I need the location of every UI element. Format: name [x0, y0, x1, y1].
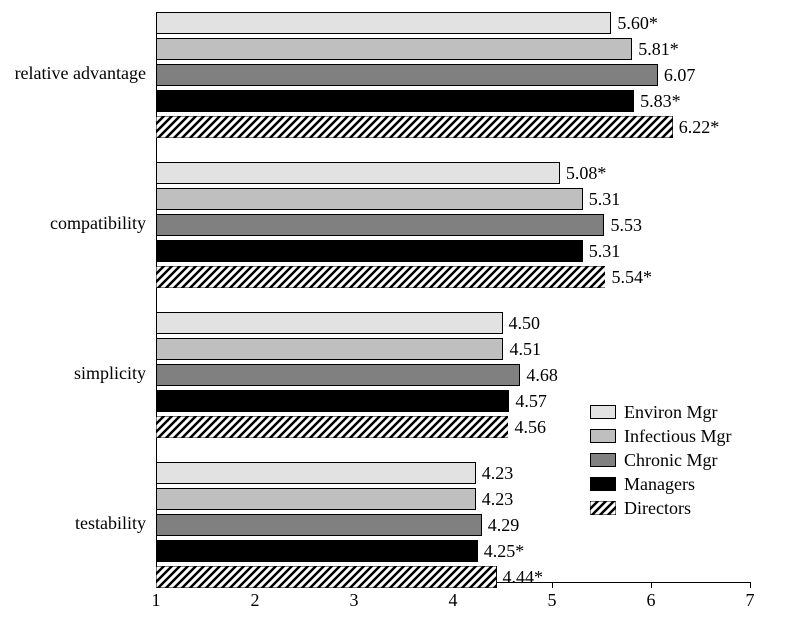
- bar-simplicity-chronic_mgr: [156, 364, 520, 386]
- bar-simplicity-infectious_mgr: [156, 338, 503, 360]
- bar-relative_advantage-chronic_mgr: [156, 64, 658, 86]
- bar-value-label: 4.23: [482, 489, 514, 510]
- bar-compatibility-chronic_mgr: [156, 214, 604, 236]
- legend-swatch-environ_mgr: [590, 405, 616, 419]
- bar-testability-directors: [156, 566, 497, 588]
- legend-label: Directors: [624, 498, 691, 519]
- bar-value-label: 4.23: [482, 463, 514, 484]
- bar-relative_advantage-managers: [156, 90, 634, 112]
- legend: Environ Mgr Infectious Mgr Chronic Mgr Mana…: [590, 400, 731, 520]
- x-tick: [750, 582, 751, 588]
- category-label-compatibility: compatibility: [50, 213, 146, 234]
- chart-container: 1 2 3 4 5 6 7 relative advantage 5.60* 5.81* 6.07 5…: [0, 0, 800, 642]
- x-tick-label: 5: [532, 590, 572, 611]
- bar-simplicity-directors: [156, 416, 508, 438]
- bar-value-label: 4.25*: [484, 541, 525, 562]
- legend-item-chronic_mgr: Chronic Mgr: [590, 448, 731, 472]
- x-tick-label: 3: [334, 590, 374, 611]
- bar-value-label: 5.83*: [640, 91, 681, 112]
- bar-value-label: 4.51: [509, 339, 541, 360]
- x-tick-label: 6: [631, 590, 671, 611]
- bar-testability-environ_mgr: [156, 462, 476, 484]
- bar-value-label: 4.50: [509, 313, 541, 334]
- legend-label: Environ Mgr: [624, 402, 718, 423]
- legend-label: Managers: [624, 474, 695, 495]
- bar-value-label: 5.08*: [566, 163, 607, 184]
- bar-value-label: 5.60*: [617, 13, 658, 34]
- legend-label: Infectious Mgr: [624, 426, 731, 447]
- legend-swatch-managers: [590, 477, 616, 491]
- bar-compatibility-directors: [156, 266, 605, 288]
- bar-relative_advantage-directors: [156, 116, 673, 138]
- bar-value-label: 6.22*: [679, 117, 720, 138]
- x-tick-label: 1: [136, 590, 176, 611]
- x-tick: [651, 582, 652, 588]
- bar-value-label: 5.53: [610, 215, 642, 236]
- legend-swatch-chronic_mgr: [590, 453, 616, 467]
- legend-item-environ_mgr: Environ Mgr: [590, 400, 731, 424]
- bar-compatibility-managers: [156, 240, 583, 262]
- category-label-relative_advantage: relative advantage: [15, 63, 146, 84]
- bar-value-label: 5.31: [589, 241, 621, 262]
- legend-item-managers: Managers: [590, 472, 731, 496]
- bar-relative_advantage-infectious_mgr: [156, 38, 632, 60]
- bar-compatibility-infectious_mgr: [156, 188, 583, 210]
- legend-label: Chronic Mgr: [624, 450, 718, 471]
- legend-item-directors: Directors: [590, 496, 731, 520]
- legend-swatch-infectious_mgr: [590, 429, 616, 443]
- bar-simplicity-environ_mgr: [156, 312, 503, 334]
- x-tick-label: 2: [235, 590, 275, 611]
- bar-value-label: 5.54*: [611, 267, 652, 288]
- x-tick-label: 4: [433, 590, 473, 611]
- category-label-testability: testability: [75, 513, 146, 534]
- bar-value-label: 4.57: [515, 391, 547, 412]
- x-tick: [552, 582, 553, 588]
- legend-item-infectious_mgr: Infectious Mgr: [590, 424, 731, 448]
- bar-relative_advantage-environ_mgr: [156, 12, 611, 34]
- x-tick-label: 7: [730, 590, 770, 611]
- bar-simplicity-managers: [156, 390, 509, 412]
- bar-value-label: 4.44*: [503, 567, 544, 588]
- bar-value-label: 4.29: [488, 515, 520, 536]
- bar-testability-chronic_mgr: [156, 514, 482, 536]
- bar-value-label: 4.68: [526, 365, 558, 386]
- bar-value-label: 6.07: [664, 65, 696, 86]
- bar-value-label: 5.81*: [638, 39, 679, 60]
- bar-testability-infectious_mgr: [156, 488, 476, 510]
- legend-swatch-directors: [590, 501, 616, 515]
- bar-testability-managers: [156, 540, 478, 562]
- bar-value-label: 4.56: [514, 417, 546, 438]
- category-label-simplicity: simplicity: [74, 363, 146, 384]
- bar-compatibility-environ_mgr: [156, 162, 560, 184]
- bar-value-label: 5.31: [589, 189, 621, 210]
